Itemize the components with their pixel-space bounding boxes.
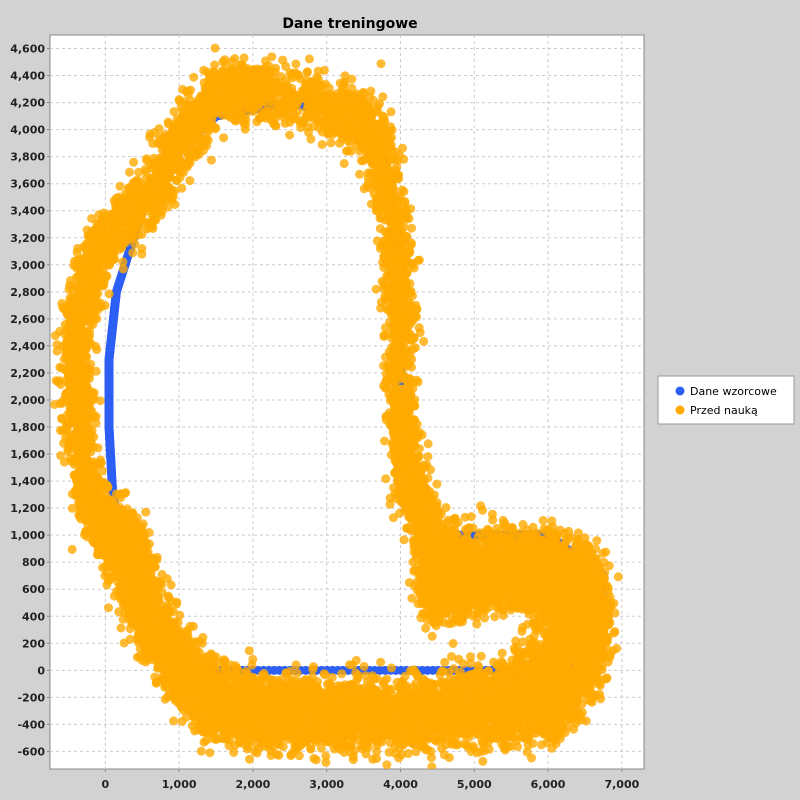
point-przed-nauka <box>478 505 487 515</box>
point-przed-nauka <box>539 524 549 534</box>
chart-title: Dane treningowe <box>282 16 417 32</box>
point-przed-nauka <box>464 523 474 533</box>
point-przed-nauka <box>598 548 608 558</box>
point-przed-nauka <box>573 535 583 544</box>
point-przed-nauka <box>244 646 254 656</box>
point-przed-nauka <box>478 534 488 544</box>
point-przed-nauka <box>547 516 557 526</box>
data-points <box>50 43 623 769</box>
point-przed-nauka <box>421 623 431 633</box>
point-przed-nauka <box>518 520 528 529</box>
point-przed-nauka <box>501 522 511 532</box>
point-przed-nauka <box>559 540 569 550</box>
point-przed-nauka <box>359 661 369 671</box>
point-przed-nauka <box>592 536 602 546</box>
point-przed-nauka <box>573 528 583 538</box>
point-przed-nauka <box>337 669 347 679</box>
point-przed-nauka <box>488 515 498 525</box>
point-przed-nauka <box>613 572 623 582</box>
point-przed-nauka <box>610 608 620 618</box>
point-przed-nauka <box>550 532 559 542</box>
point-przed-nauka <box>538 516 548 525</box>
point-przed-nauka <box>427 762 437 769</box>
